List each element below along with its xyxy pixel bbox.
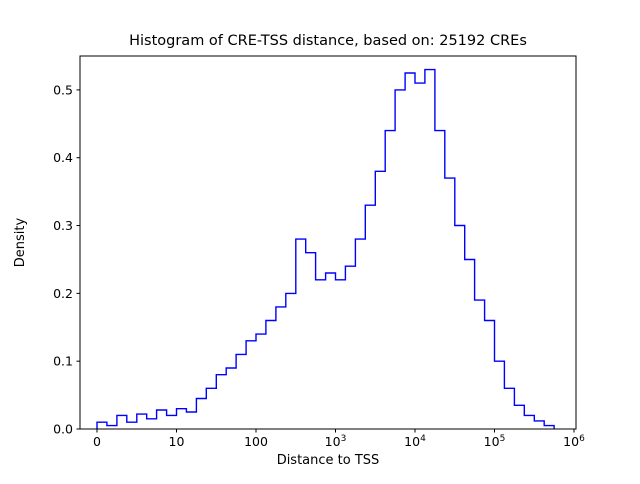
- x-tick-label: 100: [244, 434, 268, 449]
- y-tick-label: 0.1: [53, 354, 73, 369]
- y-axis-label: Density: [13, 217, 28, 267]
- x-axis-label: Distance to TSS: [277, 453, 380, 468]
- y-tick-label: 0.3: [53, 218, 73, 233]
- x-tick-label: 104: [404, 434, 426, 449]
- x-tick-label: 103: [325, 434, 347, 449]
- plot-area: [79, 55, 577, 430]
- x-tick-label: 0: [93, 434, 101, 449]
- chart-title: Histogram of CRE-TSS distance, based on:…: [129, 33, 527, 49]
- x-tick-label: 105: [484, 434, 506, 449]
- x-tick-label: 10: [169, 434, 185, 449]
- axis-ticks: 0 10 100 103 104 105 106 0.0 0.1 0.2 0.3 0.4 0.5: [53, 82, 585, 449]
- y-tick-label: 0.5: [53, 82, 73, 97]
- y-tick-label: 0.2: [53, 286, 73, 301]
- histogram-line: [96, 68, 555, 429]
- x-tick-label: 106: [563, 434, 585, 449]
- y-tick-label: 0.4: [53, 150, 73, 165]
- y-tick-label: 0.0: [53, 422, 73, 437]
